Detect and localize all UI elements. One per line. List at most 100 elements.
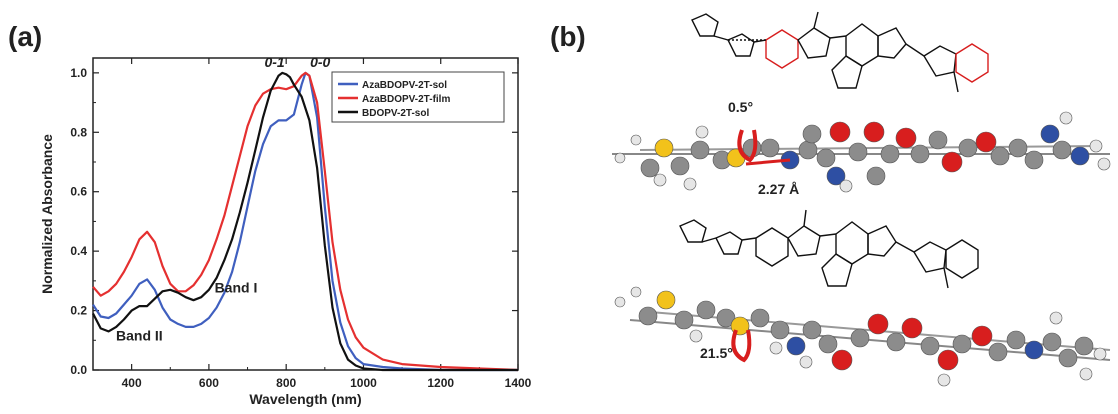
annotation: 0-1 [264, 54, 284, 70]
y-tick-label: 0.8 [70, 125, 87, 139]
x-axis-label: Wavelength (nm) [249, 391, 361, 407]
atom-carbon [798, 140, 818, 160]
atom-carbon [818, 334, 838, 354]
atom-oxygen [867, 313, 889, 335]
atom-carbon [886, 332, 906, 352]
atom-sulfur [654, 138, 674, 158]
atom-carbon [920, 336, 940, 356]
x-tick-label: 1400 [505, 376, 532, 390]
y-tick-label: 0.2 [70, 304, 87, 318]
bdopv-ball-model: 21.5° [614, 286, 1111, 387]
atom-carbon [638, 306, 658, 326]
atom-nitrogen [786, 336, 806, 356]
atom-carbon [928, 130, 948, 150]
series-line-0 [92, 71, 518, 372]
atom-carbon [848, 142, 868, 162]
atom-hydrogen [1049, 311, 1063, 325]
atom-oxygen [895, 127, 917, 149]
torsion-label-upper: 0.5° [728, 99, 753, 115]
atom-hydrogen [1089, 139, 1103, 153]
atom-carbon [750, 308, 770, 328]
atom-hydrogen [1059, 111, 1073, 125]
legend-entry: AzaBDOPV-2T-sol [362, 80, 447, 91]
distance-arrow [745, 158, 791, 166]
atom-hydrogen [769, 341, 783, 355]
y-axis-label: Normalized Absorbance [39, 134, 55, 294]
legend-entry: AzaBDOPV-2T-film [362, 94, 450, 105]
aza-ball-model: 0.5° 2.27 Å [612, 99, 1111, 197]
atom-carbon [1074, 336, 1094, 356]
x-tick-label: 800 [276, 376, 296, 390]
atom-carbon [910, 144, 930, 164]
atom-carbon [1042, 332, 1062, 352]
atom-oxygen [941, 151, 963, 173]
atom-oxygen [829, 121, 851, 143]
series-line-2 [92, 71, 518, 372]
atom-sulfur [656, 290, 676, 310]
atom-hydrogen [1079, 367, 1093, 381]
y-tick-label: 0.6 [70, 185, 87, 199]
atom-carbon [850, 328, 870, 348]
atom-carbon [1008, 138, 1028, 158]
atom-carbon [674, 310, 694, 330]
atom-carbon [866, 166, 886, 186]
absorbance-chart: 400 600 800 1000 1200 1400 0.0 0.2 0.4 0.6 0.8 1.0 W… [39, 54, 532, 407]
atom-oxygen [831, 349, 853, 371]
x-tick-label: 400 [122, 376, 142, 390]
atom-nitrogen [826, 166, 846, 186]
atom-hydrogen [799, 355, 813, 369]
atom-carbon [760, 138, 780, 158]
atom-carbon [770, 320, 790, 340]
atom-oxygen [901, 317, 923, 339]
atom-hydrogen [1097, 157, 1111, 171]
annotation: Band II [116, 327, 163, 343]
y-tick-label: 0.0 [70, 363, 87, 377]
panel-a-label: (a) [8, 21, 42, 52]
atom-carbon [690, 140, 710, 160]
x-tick-label: 1000 [350, 376, 377, 390]
atom-carbon [1006, 330, 1026, 350]
atom-hydrogen [695, 125, 709, 139]
atom-hydrogen [630, 134, 642, 146]
atom-carbon [802, 124, 822, 144]
atom-carbon [952, 334, 972, 354]
distance-label: 2.27 Å [758, 181, 799, 197]
x-tick-label: 1200 [427, 376, 454, 390]
atom-carbon [696, 300, 716, 320]
legend-entry: BDOPV-2T-sol [362, 108, 429, 119]
atom-carbon [1024, 150, 1044, 170]
atom-oxygen [937, 349, 959, 371]
legend-box [331, 71, 505, 123]
atom-carbon [1058, 348, 1078, 368]
atom-nitrogen [1024, 340, 1044, 360]
atom-hydrogen [689, 329, 703, 343]
atom-hydrogen [614, 296, 626, 308]
atom-oxygen [975, 131, 997, 153]
annotation: 0-0 [310, 54, 330, 70]
atom-carbon [802, 320, 822, 340]
atom-hydrogen [937, 373, 951, 387]
y-tick-label: 1.0 [70, 66, 87, 80]
atom-nitrogen [1070, 146, 1090, 166]
series-line-1 [92, 71, 519, 372]
torsion-arrow-lower [731, 329, 752, 363]
atom-carbon [880, 144, 900, 164]
torsion-label-lower: 21.5° [700, 345, 733, 361]
aza-structure-drawing [691, 11, 989, 93]
atom-carbon [640, 158, 660, 178]
atom-carbon [716, 308, 736, 328]
atom-hydrogen [630, 286, 642, 298]
atom-hydrogen [1093, 347, 1107, 361]
atom-hydrogen [614, 152, 626, 164]
y-tick-label: 0.4 [70, 244, 87, 258]
atom-carbon [670, 156, 690, 176]
atom-carbon [990, 146, 1010, 166]
atom-hydrogen [839, 179, 853, 193]
atom-oxygen [971, 325, 993, 347]
panel-b-label: (b) [550, 21, 586, 52]
atom-oxygen [863, 121, 885, 143]
annotation: Band I [215, 280, 258, 296]
atom-hydrogen [683, 177, 697, 191]
atom-carbon [1052, 140, 1072, 160]
